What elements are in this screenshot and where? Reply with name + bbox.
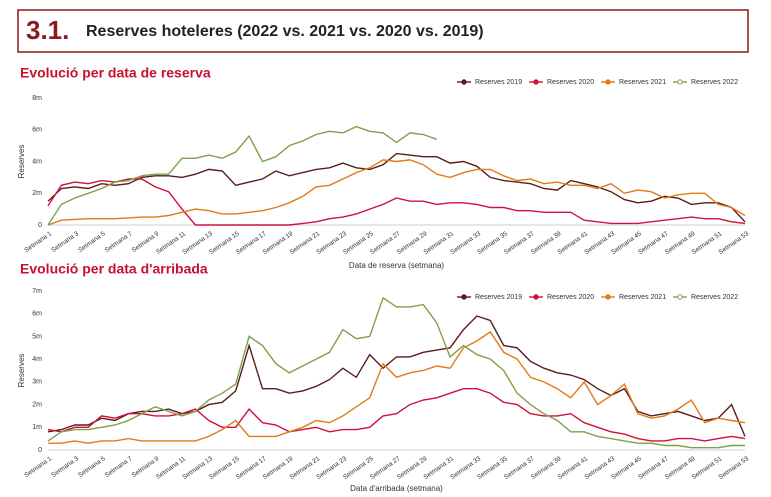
header-number: 3.1. <box>26 15 69 45</box>
y-tick-label: 2m <box>32 401 42 408</box>
header-box <box>17 9 749 53</box>
x-tick-label: Setmana 3 <box>50 230 80 254</box>
y-tick-label: 4m <box>32 158 42 165</box>
x-tick-label: Setmana 5 <box>77 455 107 479</box>
chart-title: Evolució per data d'arribada <box>20 261 208 277</box>
legend-label: Reserves 2019 <box>475 79 522 86</box>
series-line <box>47 178 746 226</box>
x-axis-label: Data de reserva (setmana) <box>349 261 444 270</box>
y-tick-label: 2m <box>32 190 42 197</box>
legend-marker <box>677 294 683 300</box>
series-line <box>47 159 746 226</box>
series-line <box>48 330 746 444</box>
x-tick-label: Setmana 1 <box>23 455 53 479</box>
series-line <box>47 315 746 437</box>
x-tick-label: Setmana 5 <box>77 230 107 254</box>
x-tick-label: Setmana 3 <box>50 455 80 479</box>
y-tick-label: 5m <box>32 333 42 340</box>
y-tick-label: 6m <box>32 127 42 134</box>
legend-label: Reserves 2021 <box>619 294 666 301</box>
y-tick-label: 1m <box>32 424 42 431</box>
y-axis-label: Reserves <box>17 145 26 179</box>
legend-marker <box>461 79 467 85</box>
legend-marker <box>461 294 467 300</box>
legend-marker <box>605 79 611 85</box>
y-axis-label: Reserves <box>17 354 26 388</box>
legend-label: Reserves 2022 <box>691 79 738 86</box>
x-tick-label: Setmana 53 <box>717 230 750 256</box>
x-tick-label: Setmana 7 <box>104 455 134 479</box>
legend-marker <box>677 79 683 85</box>
y-tick-label: 4m <box>32 356 42 363</box>
series-line <box>47 388 746 442</box>
legend-marker <box>533 294 539 300</box>
legend-marker <box>605 294 611 300</box>
header-title: Reserves hoteleres (2022 vs. 2021 vs. 20… <box>86 23 484 40</box>
y-tick-label: 3m <box>32 379 42 386</box>
legend-label: Reserves 2022 <box>691 294 738 301</box>
chart-title: Evolució per data de reserva <box>20 65 211 81</box>
y-tick-label: 0 <box>38 447 42 454</box>
x-tick-label: Setmana 53 <box>717 455 750 481</box>
y-tick-label: 6m <box>32 311 42 318</box>
legend-label: Reserves 2020 <box>547 79 594 86</box>
x-axis-label: Data d'arribada (setmana) <box>350 484 443 493</box>
x-tick-label: Setmana 7 <box>104 230 134 254</box>
series-line <box>47 152 746 223</box>
series-line <box>47 296 745 449</box>
legend-marker <box>533 79 539 85</box>
y-tick-label: 0 <box>38 222 42 229</box>
legend-label: Reserves 2020 <box>547 294 594 301</box>
legend-label: Reserves 2021 <box>619 79 666 86</box>
x-tick-label: Setmana 1 <box>23 230 53 254</box>
legend-label: Reserves 2019 <box>475 294 522 301</box>
y-tick-label: 8m <box>32 95 42 102</box>
y-tick-label: 7m <box>32 288 42 295</box>
series-line <box>47 125 437 226</box>
